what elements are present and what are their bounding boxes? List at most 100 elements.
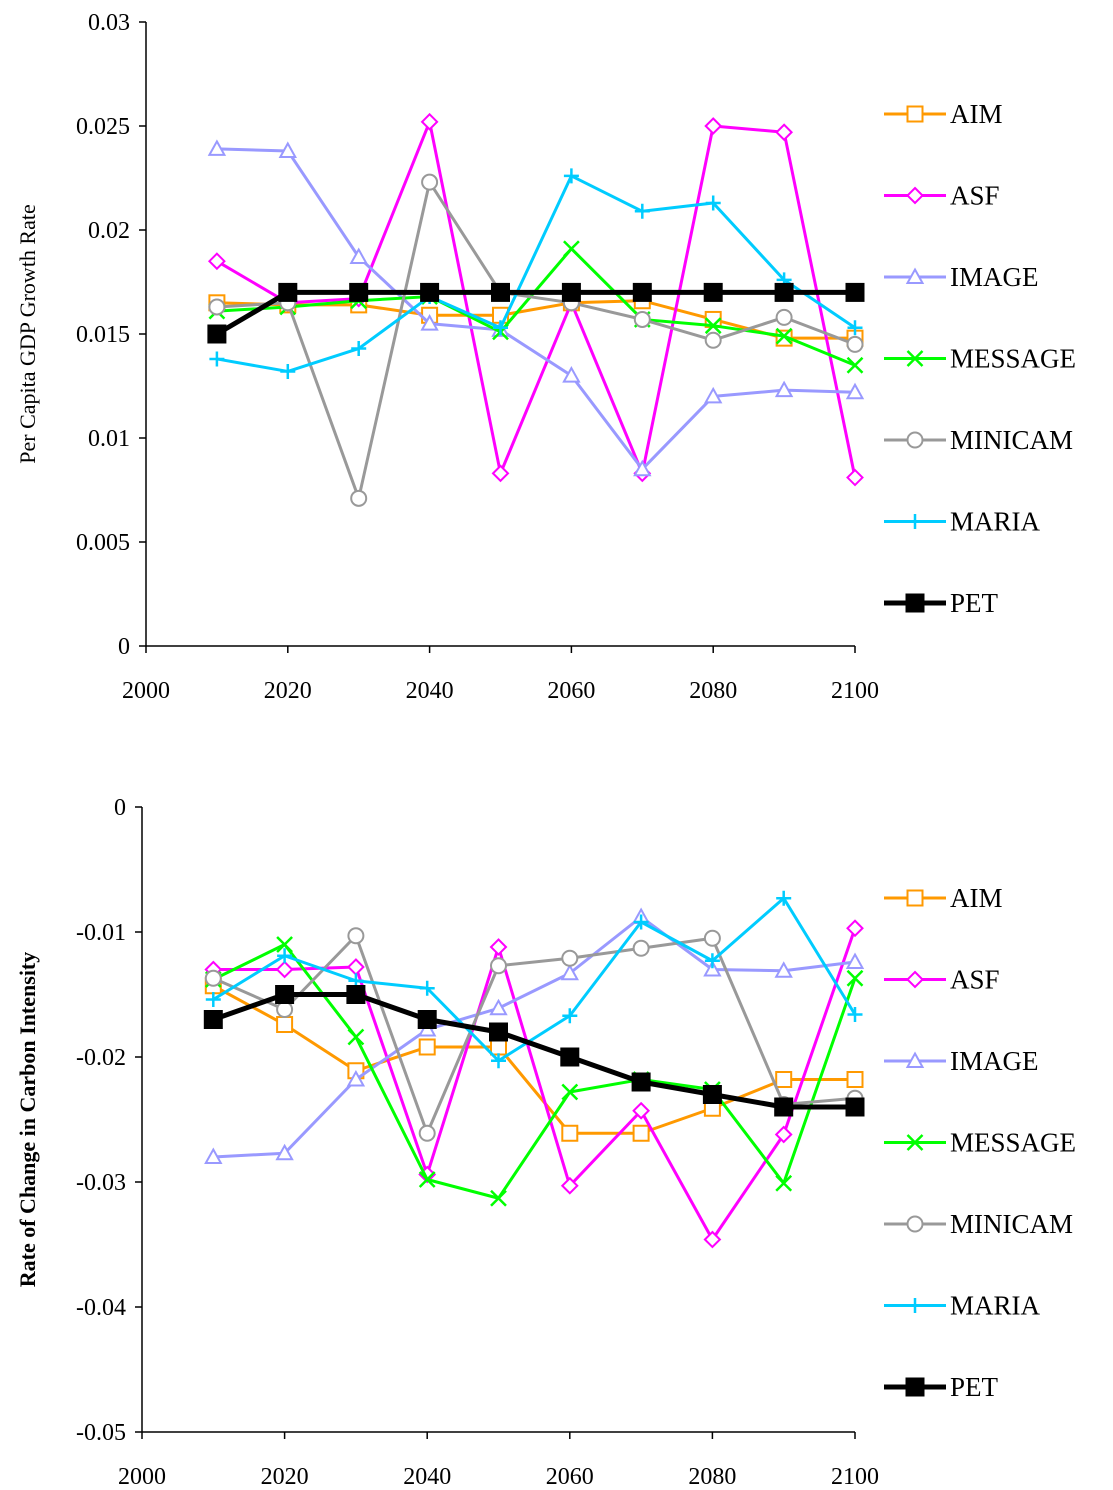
legend-label-pet: PET xyxy=(950,1372,999,1402)
data-point-aim xyxy=(846,1071,864,1088)
data-point-aim xyxy=(775,1071,793,1088)
legend-marker-pet xyxy=(905,1377,925,1397)
data-point-minicam xyxy=(561,949,579,967)
series-line-message xyxy=(212,943,857,1200)
data-point-minicam xyxy=(208,298,226,316)
data-point-image xyxy=(845,952,865,969)
legend-marker-asf xyxy=(906,186,924,205)
y-tick-label: -0.04 xyxy=(76,1295,126,1321)
data-point-pet xyxy=(207,324,227,344)
data-point-asf xyxy=(207,252,226,271)
data-point-image xyxy=(278,141,297,158)
legend-marker-message xyxy=(906,1134,924,1151)
data-point-pet xyxy=(631,1072,651,1092)
data-point-maria xyxy=(205,992,221,1007)
data-point-pet xyxy=(703,282,723,302)
data-point-pet xyxy=(349,282,369,302)
series-minicam xyxy=(204,927,864,1142)
legend-marker-minicam xyxy=(906,431,924,449)
series-image xyxy=(204,907,865,1164)
data-point-maria xyxy=(633,914,649,930)
data-point-maria xyxy=(847,1007,863,1022)
data-point-aim xyxy=(490,1038,507,1056)
data-point-image xyxy=(207,139,227,156)
legend-label-pet: PET xyxy=(950,588,999,618)
x-tick-label: 2000 xyxy=(122,678,170,704)
data-point-aim xyxy=(276,1016,294,1033)
chart-bottom: -0.05 -0.04 -0.03 -0.02 -0.01 0 2000 2020 2040 20… xyxy=(15,795,1076,1490)
data-point-minicam xyxy=(421,173,439,191)
legend-marker-maria xyxy=(907,514,923,529)
legend-label-maria: MARIA xyxy=(950,507,1041,537)
data-point-minicam xyxy=(347,927,365,945)
data-point-maria xyxy=(280,363,296,379)
data-point-minicam xyxy=(633,310,651,328)
data-point-image xyxy=(774,961,793,978)
y-tick-label: -0.05 xyxy=(76,1420,126,1446)
series-line-message xyxy=(216,247,856,367)
data-point-pet xyxy=(702,1085,722,1104)
legend-label-maria: MARIA xyxy=(950,1291,1041,1321)
data-point-image xyxy=(562,366,581,383)
series-line-minicam xyxy=(212,934,856,1135)
legend-marker-maria xyxy=(907,1298,923,1313)
legend: AIM ASF IMAGE MESSAGE MINICAM MARIA PET xyxy=(884,99,1076,618)
data-point-maria xyxy=(776,890,792,906)
series-pet xyxy=(207,282,865,344)
series-image xyxy=(207,139,865,477)
data-point-asf xyxy=(560,1176,579,1195)
data-point-pet xyxy=(417,1010,437,1029)
data-point-message xyxy=(846,969,864,987)
chart-top: 0 0.005 0.01 0.015 0.02 0.025 0.03 2000 2020 2040… xyxy=(15,10,1076,704)
data-point-maria xyxy=(209,351,225,367)
y-tick-label: 0 xyxy=(118,634,130,660)
y-tick-label: 0 xyxy=(114,795,126,821)
data-point-asf xyxy=(491,464,510,483)
data-point-pet xyxy=(774,282,794,302)
data-point-pet xyxy=(561,282,581,302)
data-point-aim xyxy=(418,1038,436,1056)
legend-label-aim: AIM xyxy=(950,883,1003,913)
data-point-image xyxy=(204,1147,223,1164)
x-tick-label: 2020 xyxy=(261,1464,309,1490)
legend-marker-aim xyxy=(906,105,924,123)
data-point-minicam xyxy=(775,308,793,326)
series-line-maria xyxy=(212,896,857,1063)
data-point-message xyxy=(704,317,722,335)
data-point-message xyxy=(846,356,864,374)
data-point-asf xyxy=(846,468,864,487)
data-point-pet xyxy=(420,282,440,302)
data-point-image xyxy=(633,459,652,477)
y-tick-label: 0.01 xyxy=(88,426,130,452)
legend-marker-aim xyxy=(906,889,924,907)
legend-marker-image xyxy=(905,1051,925,1068)
data-point-maria xyxy=(705,195,721,211)
y-axis-label: Rate of Change in Carbon Intensity xyxy=(15,952,40,1288)
data-point-image xyxy=(420,314,439,331)
data-point-asf xyxy=(632,1101,651,1120)
x-tick-label: 2040 xyxy=(406,678,454,704)
data-point-message xyxy=(563,240,580,258)
series-maria xyxy=(205,890,863,1069)
data-point-message xyxy=(775,327,793,345)
data-point-minicam xyxy=(418,1124,436,1142)
data-point-asf xyxy=(846,919,864,938)
series-minicam xyxy=(208,173,864,507)
data-point-minicam xyxy=(703,929,721,947)
data-point-message xyxy=(276,936,293,953)
data-point-asf xyxy=(346,958,365,976)
data-point-pet xyxy=(275,985,295,1004)
data-point-asf xyxy=(275,960,294,979)
x-tick-label: 2020 xyxy=(264,678,312,704)
data-point-message xyxy=(775,1174,793,1192)
y-tick-label: 0.025 xyxy=(76,114,130,140)
data-point-minicam xyxy=(704,331,722,349)
data-point-asf xyxy=(775,123,794,142)
x-tick-label: 2000 xyxy=(118,1464,166,1490)
data-point-image xyxy=(703,959,722,977)
x-tick-label: 2060 xyxy=(547,678,595,704)
data-point-asf xyxy=(704,117,723,135)
data-point-maria xyxy=(491,1053,506,1069)
series-line-pet xyxy=(215,289,855,337)
